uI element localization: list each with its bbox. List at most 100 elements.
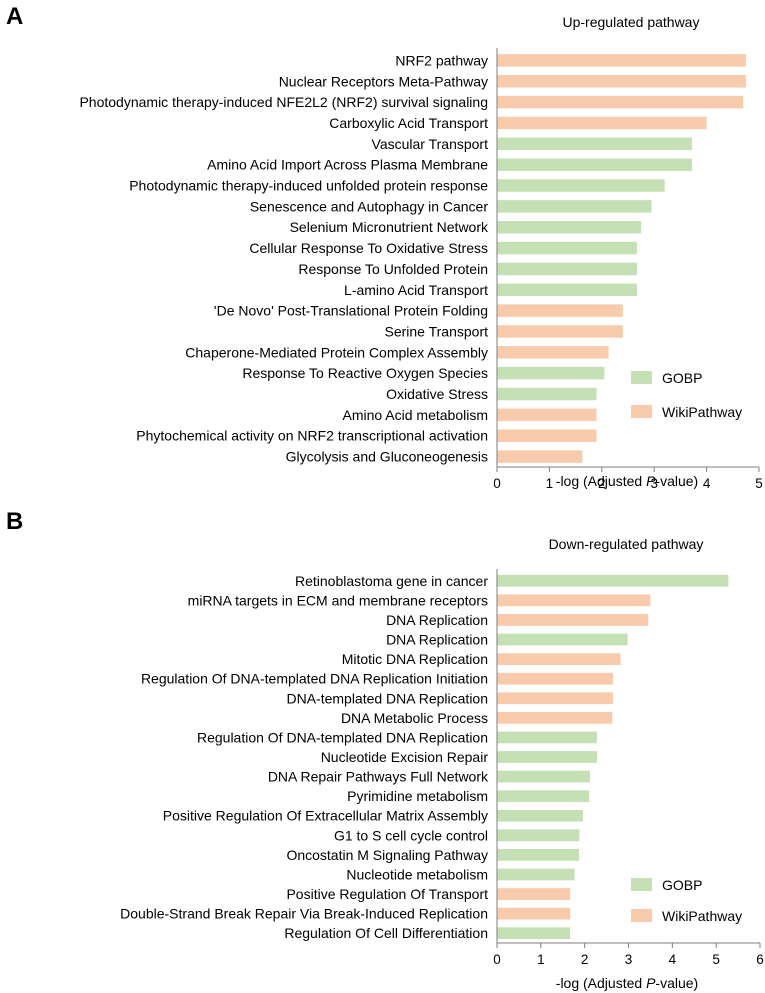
- panel-a-bars: [497, 54, 746, 463]
- b-category-label: DNA-templated DNA Replication: [286, 690, 488, 706]
- panel-b-legend-wiki-label: WikiPathway: [662, 908, 742, 924]
- b-bar: [497, 809, 583, 822]
- a-bar: [497, 241, 637, 255]
- b-category-label: DNA Replication: [386, 632, 488, 648]
- a-x-tick-label: 3: [650, 476, 658, 491]
- a-bar: [497, 95, 744, 109]
- a-x-tick-label: 0: [493, 476, 501, 491]
- a-category-label: Photodynamic therapy-induced NFE2L2 (NRF…: [79, 94, 488, 110]
- b-category-label: Pyrimidine metabolism: [347, 788, 488, 804]
- b-bar: [497, 731, 597, 744]
- panel-a-title: Up-regulated pathway: [563, 14, 700, 30]
- b-x-tick-label: 5: [712, 952, 720, 967]
- b-bar: [497, 653, 621, 665]
- a-bar: [497, 429, 597, 442]
- a-bar: [497, 387, 597, 401]
- b-category-label: Regulation Of Cell Differentiation: [284, 925, 488, 941]
- a-x-tick-label: 4: [703, 476, 711, 491]
- b-category-label: Mitotic DNA Replication: [342, 651, 488, 667]
- panel-b-letter: B: [6, 508, 23, 535]
- panel-a-x-ticks: 0 1 2 3 4 5: [493, 467, 763, 491]
- b-bar: [497, 849, 579, 861]
- b-category-label: DNA Replication: [386, 612, 488, 628]
- b-bar: [497, 672, 614, 685]
- a-category-label: Amino Acid Import Across Plasma Membrane: [207, 157, 488, 173]
- a-category-label: Glycolysis and Gluconeogenesis: [286, 449, 488, 465]
- a-bar: [497, 262, 637, 276]
- a-category-label: Response To Reactive Oxygen Species: [242, 365, 488, 381]
- panel-b-category-labels: Retinoblastoma gene in cancer miRNA targe…: [120, 573, 489, 941]
- b-bar: [497, 790, 590, 803]
- b-category-label: Positive Regulation Of Extracellular Mat…: [163, 808, 488, 824]
- a-category-label: Senescence and Autophagy in Cancer: [250, 198, 489, 214]
- b-category-label: Regulation Of DNA-templated DNA Replicat…: [141, 671, 488, 687]
- a-category-label: Phytochemical activity on NRF2 transcrip…: [136, 428, 488, 444]
- panel-b-legend-wiki-swatch: [631, 909, 652, 922]
- a-bar: [497, 366, 605, 380]
- a-category-label: Chaperone-Mediated Protein Complex Assem…: [185, 344, 488, 360]
- panel-a: A Up-regulated pathway NRF2 pathway Nucle…: [6, 3, 763, 491]
- b-category-label: Regulation Of DNA-templated DNA Replicat…: [197, 729, 488, 745]
- b-category-label: Nucleotide Excision Repair: [321, 749, 489, 765]
- b-bar: [497, 751, 597, 763]
- b-category-label: G1 to S cell cycle control: [334, 827, 488, 843]
- a-bar: [497, 116, 707, 130]
- a-category-label: 'De Novo' Post-Translational Protein Fol…: [214, 303, 488, 319]
- a-category-label: Amino Acid metabolism: [342, 407, 488, 423]
- panel-a-legend: GOBP WikiPathway: [631, 370, 742, 420]
- b-bar: [497, 829, 580, 842]
- a-bar: [497, 408, 597, 422]
- b-category-label: miRNA targets in ECM and membrane recept…: [188, 592, 488, 608]
- a-category-label: Selenium Micronutrient Network: [290, 219, 489, 235]
- b-bar: [497, 633, 628, 646]
- b-category-label: Retinoblastoma gene in cancer: [295, 573, 488, 589]
- b-bar: [497, 770, 590, 783]
- b-x-tick-label: 2: [581, 952, 589, 967]
- a-bar: [497, 283, 637, 297]
- panel-a-legend-wiki-swatch: [631, 405, 652, 418]
- a-bar: [497, 346, 609, 359]
- b-bar: [497, 692, 614, 705]
- b-bar: [497, 927, 571, 940]
- a-bar: [497, 179, 665, 192]
- panel-a-category-labels: NRF2 pathway Nuclear Receptors Meta-Pathw…: [79, 52, 489, 464]
- a-category-label: NRF2 pathway: [395, 52, 488, 68]
- a-category-label: Response To Unfolded Protein: [298, 261, 488, 277]
- panel-a-legend-gobp-swatch: [631, 371, 652, 384]
- a-category-label: L-amino Acid Transport: [344, 282, 488, 298]
- a-category-label: Vascular Transport: [372, 136, 489, 152]
- panel-b-x-ticks: 0 1 2 3 4 5 6: [493, 943, 764, 967]
- a-bar: [497, 200, 652, 213]
- b-category-label: DNA Metabolic Process: [341, 710, 488, 726]
- b-category-label: DNA Repair Pathways Full Network: [268, 769, 489, 785]
- a-bar: [497, 54, 746, 67]
- b-bar: [497, 594, 651, 607]
- b-category-label: Double-Strand Break Repair Via Break-Ind…: [120, 906, 488, 922]
- b-x-tick-label: 0: [493, 952, 501, 967]
- b-bar: [497, 574, 729, 587]
- a-x-tick-label: 1: [546, 476, 554, 491]
- panel-a-letter: A: [6, 3, 23, 30]
- panel-b-legend-gobp-label: GOBP: [662, 877, 702, 893]
- a-category-label: Serine Transport: [385, 323, 489, 339]
- a-bar: [497, 325, 623, 338]
- a-bar: [497, 220, 642, 234]
- b-category-label: Oncostatin M Signaling Pathway: [286, 847, 488, 863]
- b-bar: [497, 868, 575, 881]
- panel-a-x-axis-title: -log (Adjusted P-value): [556, 473, 698, 489]
- panel-b-bars: [497, 574, 729, 940]
- a-bar: [497, 137, 692, 151]
- a-x-tick-label: 5: [755, 476, 763, 491]
- b-x-tick-label: 6: [756, 952, 764, 967]
- panel-b-title: Down-regulated pathway: [549, 536, 704, 552]
- panel-b-legend: GOBP WikiPathway: [631, 877, 742, 924]
- b-x-tick-label: 4: [669, 952, 677, 967]
- b-bar: [497, 907, 571, 920]
- a-category-label: Nuclear Receptors Meta-Pathway: [279, 73, 488, 89]
- b-x-tick-label: 1: [537, 952, 545, 967]
- panel-b-x-axis-title: -log (Adjusted P-value): [556, 975, 698, 991]
- a-category-label: Carboxylic Acid Transport: [329, 115, 488, 131]
- a-bar: [497, 304, 623, 317]
- a-category-label: Cellular Response To Oxidative Stress: [249, 240, 488, 256]
- b-x-tick-label: 3: [625, 952, 633, 967]
